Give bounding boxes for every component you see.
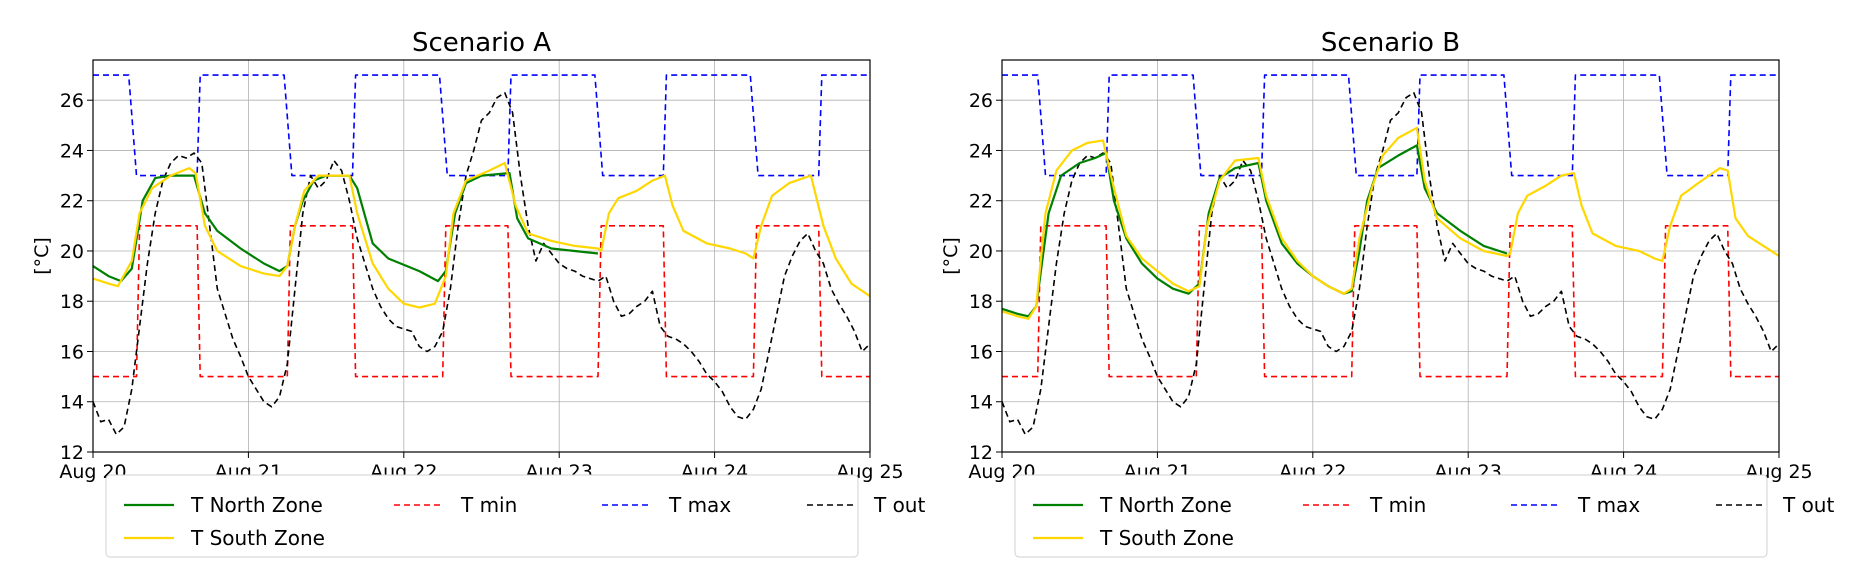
series-line-t-out [1002,91,1779,436]
series-line-t-min [1002,225,1779,378]
y-axis-label: [°C] [940,237,962,275]
series-line-t-south-zone [1002,126,1779,320]
y-tick-label: 12 [969,442,993,464]
series-line-t-min [93,225,870,378]
legend-box [1014,474,1768,558]
y-tick-label: 20 [969,241,993,263]
y-tick-label: 22 [60,191,84,213]
chart-title: Scenario A [412,28,551,58]
legend: T North Zone T min T max T out T South Zone [105,474,925,558]
y-tick-label: 20 [60,241,84,263]
legend-box [105,474,859,558]
series-group [1002,74,1779,436]
series-line-t-out [93,91,870,436]
y-tick-label: 12 [60,442,84,464]
y-tick-label: 24 [969,140,993,162]
y-tick-label: 24 [60,140,84,162]
y-tick-label: 16 [969,341,993,363]
legend-label-t-out: T out [873,493,925,517]
legend: T North Zone T min T max T out T South Zone [1014,474,1834,558]
legend-label-t-south-zone: T South Zone [190,526,325,550]
legend-label-t-south-zone: T South Zone [1099,526,1234,550]
axes-frame [1001,59,1780,453]
y-tick-label: 14 [60,392,84,414]
y-tick-label: 18 [969,291,993,313]
y-tick-label: 16 [60,341,84,363]
axes-frame [92,59,871,453]
y-tick-label: 26 [60,90,84,112]
y-axis-label: [°C] [31,237,53,275]
y-tick-label: 14 [969,392,993,414]
y-tick-label: 22 [969,191,993,213]
series-line-t-south-zone [93,161,870,309]
series-line-t-north-zone [93,172,599,283]
legend-label-t-min: T min [1369,493,1426,517]
legend-label-t-max: T max [1577,493,1640,517]
legend-label-t-north-zone: T North Zone [190,493,323,517]
legend-label-t-max: T max [668,493,731,517]
series-line-t-max [93,74,870,177]
legend-label-t-min: T min [460,493,517,517]
y-tick-label: 18 [60,291,84,313]
legend-label-t-out: T out [1782,493,1834,517]
y-tick-label: 26 [969,90,993,112]
legend-label-t-north-zone: T North Zone [1099,493,1232,517]
series-group [93,74,870,436]
chart-title: Scenario B [1321,28,1460,58]
series-line-t-north-zone [1002,144,1508,318]
